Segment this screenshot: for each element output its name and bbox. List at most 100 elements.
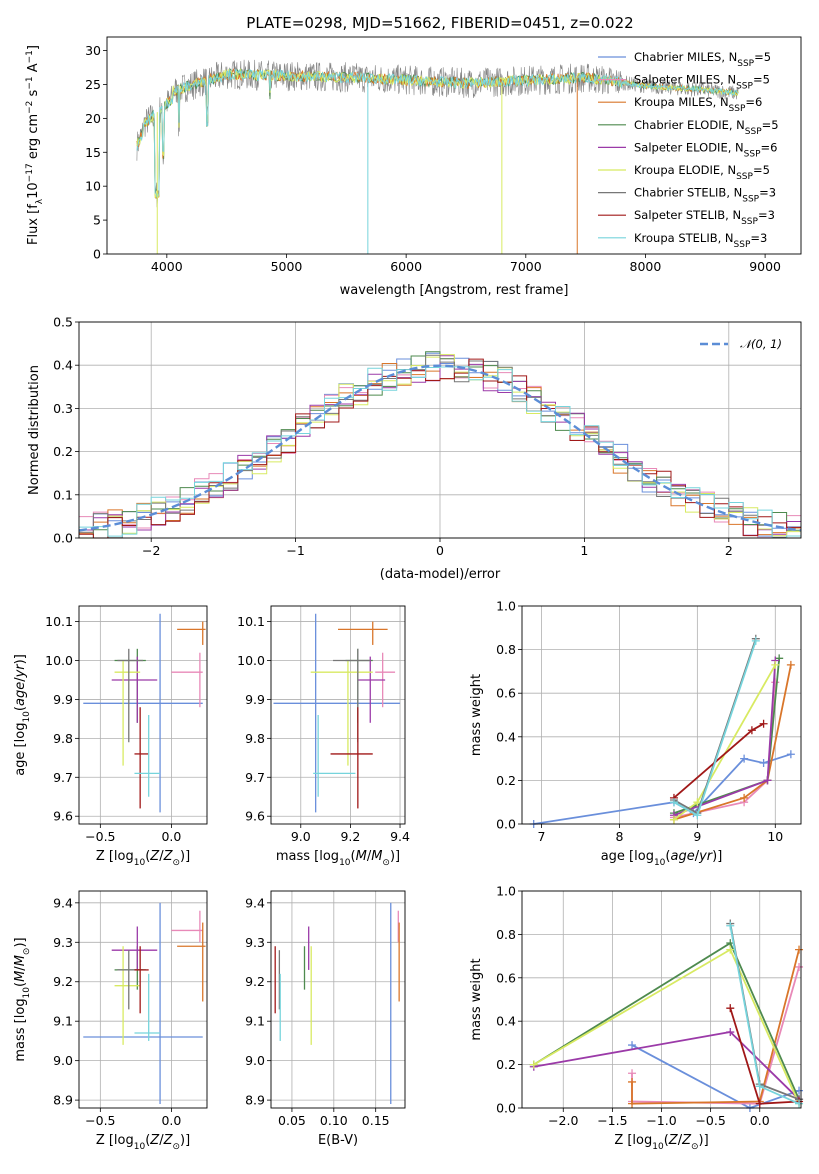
mass_ebv-ytick-label: 9.4 [245,895,265,910]
mw_z-xlabel: Z [log10(Z/Z⊙)] [614,1133,708,1152]
mw_z-marker-km [795,945,804,954]
mw_z-ytick-label: 0.0 [496,1101,516,1116]
spectrum-xtick-label: 4000 [151,259,183,274]
spectrum-ytick-label: 15 [85,145,101,160]
age_z-frame [78,605,208,825]
age_mass-frame [270,605,406,825]
age_mass-ytick-label: 9.9 [245,692,265,707]
hist-xtick-label: 2 [725,543,733,558]
hist-series-cs [79,354,801,539]
mw_age-xtick-label: 8 [615,829,623,844]
mw_z-xtick-label: −1.5 [597,1113,627,1128]
hist-xtick-label: −1 [286,543,304,558]
mass_ebv-ytick-label: 9.3 [245,935,265,950]
age_z-xtick-label: −0.5 [85,829,115,844]
mw_z-marker-ss [755,1099,764,1108]
mass_ebv-ytick-label: 9.2 [245,974,265,989]
mw_z-ylabel: mass weight [469,958,484,1040]
spectrum-xtick-label: 8000 [630,259,662,274]
hist-series-ks [79,366,801,539]
age_z-ytick-label: 10.0 [45,653,73,668]
age_mass-ytick-label: 9.6 [245,809,265,824]
hist-xtick-label: −2 [142,543,160,558]
hist-xlabel: (data-model)/error [380,567,501,582]
mw_age-plot [529,634,795,828]
mass_ebv-plot [274,902,400,1105]
spectrum-series-ke [136,68,739,199]
mw_age-marker-cm [786,750,795,759]
mw_age-ytick-label: 0.0 [496,817,516,832]
mass_ebv-xtick-label: 0.05 [278,1113,306,1128]
mass_z-ytick-label: 9.1 [53,1014,73,1029]
mw_z-marker-km [628,1077,637,1086]
mw_z-ytick-label: 0.2 [496,1057,516,1072]
mw_age-xtick-label: 10 [767,829,783,844]
spectrum-frame [106,36,802,255]
mw_z-xtick-label: 0.0 [750,1113,770,1128]
hist-xtick-label: 0 [436,543,444,558]
spectrum-xtick-label: 7000 [510,259,542,274]
hist-ytick-label: 0.5 [53,315,73,330]
legend-label-cm: Chabrier MILES, NSSP=5 [634,50,771,69]
spectrum-xtick-label: 9000 [749,259,781,274]
mass_z-ytick-label: 9.0 [53,1053,73,1068]
mw_age-ytick-label: 1.0 [496,599,516,614]
hist-series-se [79,355,801,536]
mass_ebv-axes: 0.05 0.10 0.15 8.9 9.0 9.1 9.2 9.3 9.4 E(B-V) [245,890,406,1148]
spectrum-ylabel: Flux [fλ10−17 erg cm−2 s−1 A−1] [25,45,45,245]
mw_age-marker-ss [747,726,756,735]
mass_z-frame [78,890,208,1109]
mass_ebv-ytick-label: 9.1 [245,1014,265,1029]
age_z-xlabel: Z [log10(Z/Z⊙)] [96,849,190,868]
age_mass-ytick-label: 9.7 [245,770,265,785]
mass_z-ylabel: mass [log10(M/M⊙)] [13,937,32,1061]
mw_z-ytick-label: 0.8 [496,927,516,942]
mass_z-ytick-label: 8.9 [53,1093,73,1108]
mass_ebv-xtick-label: 0.15 [362,1113,390,1128]
hist-ylabel: Normed distribution [27,365,42,495]
mw_z-marker-ss [726,1004,735,1013]
mass_ebv-frame [270,890,406,1109]
mw_age-xlabel: age [log10(age/yr)] [601,849,723,868]
age_z-ytick-label: 10.1 [45,614,73,629]
mw_age-marker-cm [740,754,749,763]
legend-label-cs: Chabrier STELIB, NSSP=3 [634,186,776,205]
age_mass-ytick-label: 9.8 [245,731,265,746]
hist-frame [78,321,802,539]
spectrum-ytick-label: 0 [93,247,101,262]
hist-ytick-label: 0.0 [53,531,73,546]
mw_z-axes: −2.0 −1.5 −1.0 −0.5 0.0 0.0 0.2 0.4 0.6 0.8 1.0 Z [… [469,884,804,1152]
figure-title: PLATE=0298, MJD=51662, FIBERID=0451, z=0… [246,14,633,32]
mw_z-marker-km [628,1099,637,1108]
mw_z-series-km [631,949,800,1105]
mw_age-ytick-label: 0.4 [496,729,516,744]
mw_z-marker-ks [755,1082,764,1091]
mass_z-xtick-label: −0.5 [85,1113,115,1128]
spectrum-series-ks [136,68,739,200]
mass_z-ytick-label: 9.3 [53,935,73,950]
mw_age-xtick-label: 9 [693,829,701,844]
mw_age-marker-km [786,660,795,669]
mw_age-marker-ks [693,811,702,820]
mw_age-marker-cm [759,758,768,767]
mw_z-ytick-label: 0.6 [496,970,516,985]
hist-ytick-label: 0.2 [53,444,73,459]
mw_z-xtick-label: −1.0 [646,1113,676,1128]
mw_z-marker-sm [628,1069,637,1078]
legend-label-ke: Kroupa ELODIE, NSSP=5 [634,163,770,182]
mw_z-ytick-label: 1.0 [496,884,516,899]
mw_age-series-se [673,660,777,817]
mw_z-marker-ke [726,945,735,954]
age_mass-xtick-label: 9.0 [291,829,311,844]
hist-series-ss [79,358,801,539]
spectrum-xtick-label: 5000 [271,259,303,274]
mw_age-xtick-label: 7 [538,829,546,844]
mw_z-marker-se [726,1028,735,1037]
mw_z-plot [529,919,804,1112]
mw_age-marker-sm [771,678,780,687]
age_mass-ytick-label: 10.0 [237,653,265,668]
mw_z-frame [521,890,802,1109]
mass_ebv-ytick-label: 8.9 [245,1093,265,1108]
mw_age-series-km [673,664,792,821]
